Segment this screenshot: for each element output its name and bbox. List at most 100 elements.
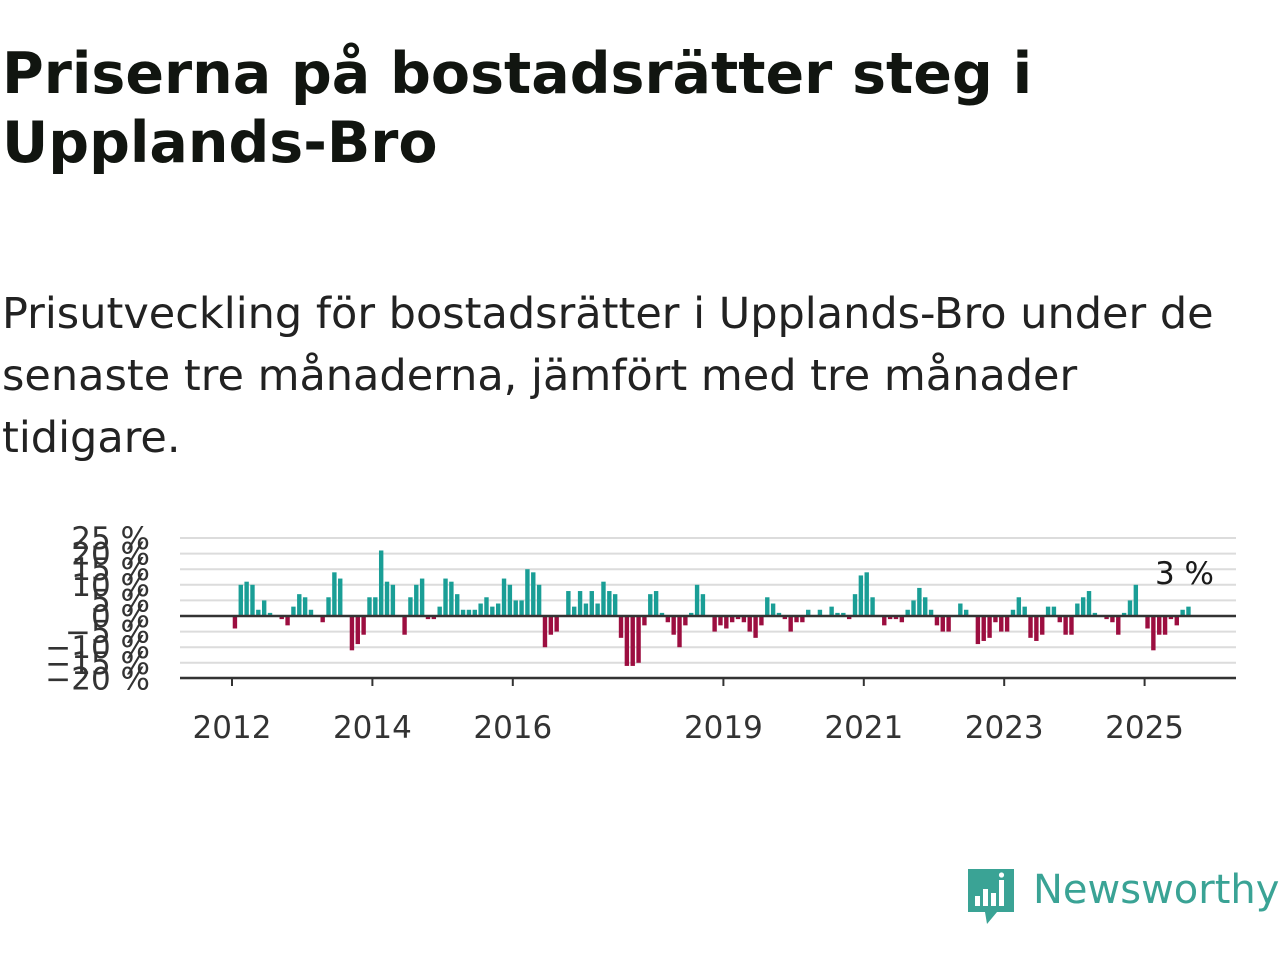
bar xyxy=(759,616,764,626)
bar xyxy=(1116,616,1121,635)
bar xyxy=(618,616,624,638)
y-tick-label: −10 % xyxy=(45,630,150,666)
chart-title: Priserna på bostadsrätter steg i Uppland… xyxy=(2,41,1033,176)
bar xyxy=(566,591,571,616)
bar xyxy=(1180,609,1185,616)
bar xyxy=(1057,616,1062,623)
bar xyxy=(1186,606,1191,616)
bar xyxy=(279,616,284,620)
bar xyxy=(981,616,986,641)
bar xyxy=(1145,616,1150,629)
newsworthy-logo-text: Newsworthy xyxy=(1033,867,1280,913)
last-value-annotation: 3 % xyxy=(1155,556,1214,592)
bar xyxy=(589,591,594,616)
bar xyxy=(858,575,864,616)
bar xyxy=(355,616,360,645)
bar xyxy=(899,616,905,623)
bar xyxy=(747,616,752,632)
bar xyxy=(852,594,858,616)
bar xyxy=(700,594,706,616)
bar xyxy=(987,616,992,638)
bar xyxy=(367,597,372,616)
bar xyxy=(940,616,945,632)
bar xyxy=(841,612,846,616)
y-tick-label: 20 % xyxy=(71,537,150,573)
bar xyxy=(718,616,723,626)
bar xyxy=(788,616,793,632)
bar xyxy=(642,616,647,626)
bar xyxy=(443,578,448,616)
bar xyxy=(963,609,969,616)
bar xyxy=(770,603,776,616)
bar xyxy=(1016,597,1022,616)
bar xyxy=(923,597,928,616)
bar xyxy=(648,594,653,616)
bar xyxy=(1121,612,1127,616)
bar xyxy=(414,584,419,616)
bar xyxy=(601,581,606,616)
bar xyxy=(612,594,618,616)
bar xyxy=(542,616,548,648)
bar xyxy=(712,616,717,632)
bar xyxy=(776,612,782,616)
bar xyxy=(238,584,243,616)
bar xyxy=(501,578,507,616)
bar xyxy=(671,616,676,635)
bar xyxy=(250,584,255,616)
bar xyxy=(507,584,513,616)
bar xyxy=(753,616,758,638)
bar xyxy=(911,600,916,616)
bar xyxy=(1004,616,1010,632)
bar xyxy=(782,616,788,620)
x-tick-label: 2025 xyxy=(1105,710,1184,746)
bar xyxy=(1022,606,1027,616)
x-tick-label: 2012 xyxy=(193,710,272,746)
x-tick-label: 2019 xyxy=(684,710,763,746)
bar xyxy=(729,616,735,623)
bar xyxy=(326,597,331,616)
bar xyxy=(677,616,682,648)
bar xyxy=(1104,616,1109,620)
bar xyxy=(1075,603,1080,616)
bar xyxy=(232,616,238,629)
bar xyxy=(829,606,834,616)
y-tick-label: 10 % xyxy=(71,568,150,604)
bar xyxy=(1045,606,1051,616)
bar xyxy=(256,609,261,616)
bar xyxy=(999,616,1004,632)
bar xyxy=(958,603,963,616)
bar xyxy=(624,616,630,666)
bar xyxy=(554,616,559,632)
bar xyxy=(1010,609,1016,616)
bar xyxy=(332,572,337,616)
bar xyxy=(636,616,641,663)
bar xyxy=(449,581,454,616)
bar xyxy=(946,616,951,632)
x-tick-label: 2021 xyxy=(824,710,903,746)
bar xyxy=(765,597,770,616)
bar xyxy=(689,612,694,616)
bar xyxy=(917,587,922,616)
bar xyxy=(934,616,940,626)
bar xyxy=(373,597,378,616)
bars xyxy=(232,550,1191,666)
bar xyxy=(1063,616,1068,635)
bar xyxy=(735,616,741,620)
bar xyxy=(261,600,267,616)
bar xyxy=(244,581,249,616)
bar xyxy=(490,606,495,616)
bar xyxy=(1162,616,1168,635)
bar xyxy=(794,616,799,623)
bar xyxy=(308,609,314,616)
bar xyxy=(267,612,273,616)
bar xyxy=(882,616,887,626)
bar xyxy=(572,606,577,616)
bar xyxy=(1086,591,1092,616)
bar xyxy=(1157,616,1162,635)
bar xyxy=(905,609,910,616)
newsworthy-logo: Newsworthy xyxy=(965,864,1280,928)
chart-subtitle: Prisutveckling för bostadsrätter i Uppla… xyxy=(2,289,1214,463)
bar xyxy=(302,597,308,616)
bar xyxy=(484,597,489,616)
y-tick-label: 25 % xyxy=(71,521,150,557)
